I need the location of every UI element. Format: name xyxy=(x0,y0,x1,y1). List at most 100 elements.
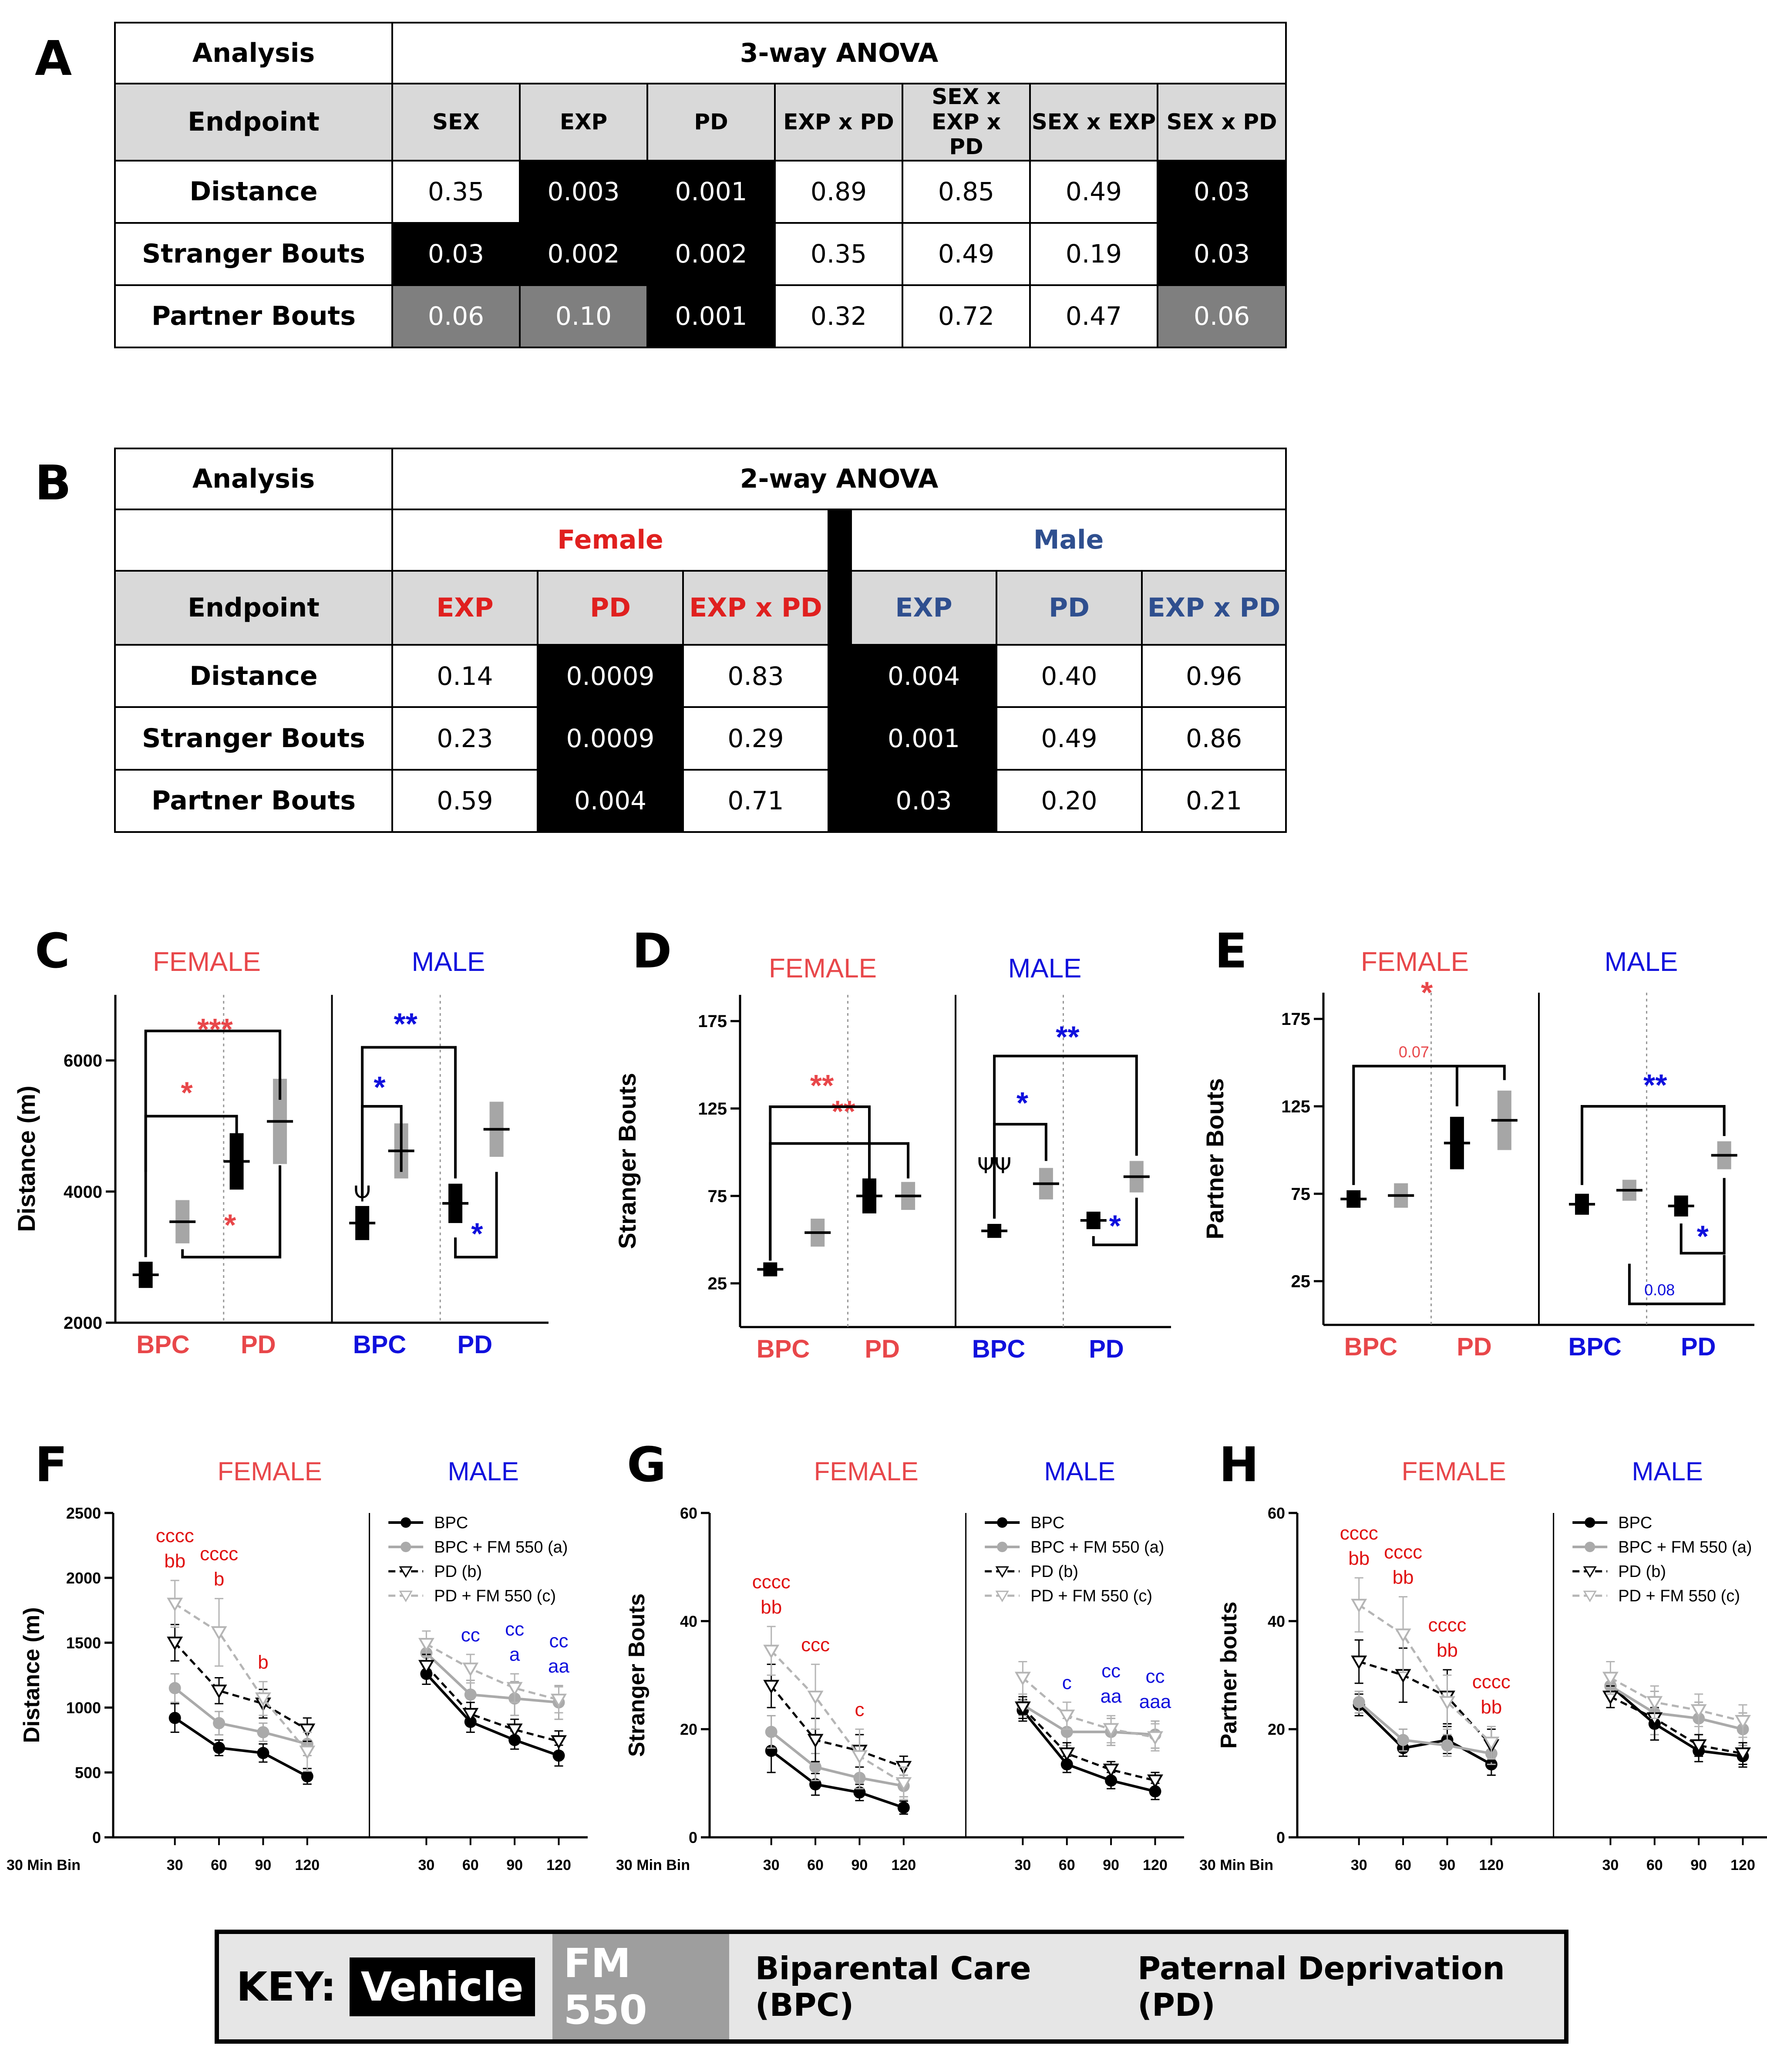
significance-label: * xyxy=(1421,976,1433,1010)
series-line-female xyxy=(174,1717,308,1778)
table-b-pvalue-cell: 0.001 xyxy=(850,706,997,771)
series-line-female xyxy=(770,1749,904,1809)
data-point xyxy=(1690,1739,1707,1753)
data-point xyxy=(462,1662,479,1677)
y-axis-label: Partner bouts xyxy=(1216,1601,1242,1749)
significance-label: * xyxy=(1697,1219,1709,1253)
significance-letters: bb xyxy=(1348,1548,1370,1569)
x-tick-label: 30 xyxy=(418,1857,434,1873)
x-category-label: PD xyxy=(458,1331,493,1359)
y-tick-label: 125 xyxy=(1281,1097,1310,1116)
data-point xyxy=(418,1637,434,1652)
table-a-pvalue-cell: 0.49 xyxy=(902,222,1031,286)
series-line-female xyxy=(1358,1704,1492,1766)
panel-label-b: B xyxy=(35,455,71,511)
table-a-pvalue-cell: 0.49 xyxy=(1029,159,1158,224)
significance-letters: cccc xyxy=(200,1543,238,1565)
legend-marker xyxy=(995,1566,1009,1578)
data-point xyxy=(1735,1715,1751,1729)
table-b-pvalue-cell: 0.83 xyxy=(682,644,829,708)
panel-label-h: H xyxy=(1219,1437,1259,1493)
data-point xyxy=(1397,1734,1410,1746)
table-b-pvalue-cell: 0.21 xyxy=(1141,768,1287,833)
legend-label: PD + FM 550 (c) xyxy=(1030,1587,1152,1605)
significance-letters: bb xyxy=(1481,1696,1502,1718)
significance-letters: cc xyxy=(461,1624,480,1646)
x-tick-label: 90 xyxy=(255,1857,272,1873)
x-category-label: BPC xyxy=(972,1335,1025,1363)
table-b-table-row: Partner Bouts 0.59 0.004 0.71 0.03 0.20 0.21 xyxy=(114,768,1287,833)
chart-title-female: FEMALE xyxy=(1402,1457,1506,1486)
data-point xyxy=(1439,1696,1455,1710)
key-bpc: Biparental Care (BPC) xyxy=(755,1950,1031,2023)
x-tick-label: 60 xyxy=(807,1857,824,1873)
y-tick-label: 20 xyxy=(1268,1721,1285,1738)
data-point xyxy=(1483,1736,1500,1751)
significance-label: ** xyxy=(1643,1068,1667,1102)
data-point xyxy=(1690,1704,1707,1718)
data-point xyxy=(851,1750,868,1764)
chart-title-male: MALE xyxy=(1632,1457,1703,1486)
chart-title-female: FEMALE xyxy=(218,1457,322,1486)
data-point xyxy=(168,1712,181,1724)
y-axis-label: Partner Bouts xyxy=(1201,1078,1228,1239)
x-tick-label: 90 xyxy=(852,1857,868,1873)
key-legend: KEY: Vehicle FM 550 Biparental Care (BPC… xyxy=(215,1930,1568,2044)
legend-marker xyxy=(1585,1542,1595,1552)
legend-marker xyxy=(399,1590,413,1602)
table-a-pvalue-cell: 0.35 xyxy=(774,222,903,286)
significance-letters: cccc xyxy=(1384,1541,1422,1563)
data-point xyxy=(552,1749,565,1762)
data-point xyxy=(551,1694,567,1708)
y-tick-label: 2500 xyxy=(66,1504,101,1522)
x-tick-label: 30 xyxy=(1014,1857,1031,1873)
table-b-male-header: Male xyxy=(850,509,1287,572)
table-a-col-header: EXP xyxy=(519,83,648,162)
data-point xyxy=(1646,1696,1663,1710)
x-tick-label: 30 xyxy=(1602,1857,1619,1873)
table-a-row-label: Distance xyxy=(114,159,393,224)
significance-bracket xyxy=(769,1142,910,1261)
series-line-male xyxy=(1610,1677,1743,1722)
table-a-row-label: Stranger Bouts xyxy=(114,222,393,286)
table-a-pvalue-cell: 0.32 xyxy=(774,284,903,348)
chart-title-male: MALE xyxy=(1008,953,1082,984)
y-tick-label: 175 xyxy=(698,1012,727,1031)
y-axis-label: Distance (m) xyxy=(19,1607,44,1743)
significance-bracket xyxy=(993,1055,1138,1219)
significance-letters: bb xyxy=(761,1597,782,1618)
table-a-pvalue-cell: 0.03 xyxy=(391,222,521,286)
significance-label: 0.08 xyxy=(1644,1281,1675,1299)
psi-symbol: ΨΨ xyxy=(977,1153,1012,1179)
table-a-pvalue-cell: 0.03 xyxy=(1156,222,1287,286)
data-point xyxy=(464,1688,477,1701)
significance-letters: bb xyxy=(1437,1640,1458,1661)
significance-letters: ccc xyxy=(801,1634,830,1656)
chart-title-male: MALE xyxy=(1044,1457,1115,1486)
significance-label: * xyxy=(181,1076,193,1110)
table-b-separator xyxy=(828,768,852,833)
y-tick-label: 40 xyxy=(1268,1612,1285,1630)
table-a-col-header: SEX x EXP x PD xyxy=(902,83,1031,162)
y-tick-label: 0 xyxy=(92,1829,101,1846)
significance-letters: cc xyxy=(1101,1661,1121,1682)
table-a-col-header: SEX x PD xyxy=(1156,83,1287,162)
table-b-pvalue-cell: 0.03 xyxy=(850,768,997,833)
significance-label: * xyxy=(374,1070,386,1104)
table-a-pvalue-cell: 0.10 xyxy=(519,284,648,348)
chart-title-female: FEMALE xyxy=(153,947,261,977)
table-b-pvalue-cell: 0.71 xyxy=(682,768,829,833)
table-a-row-label: Partner Bouts xyxy=(114,284,393,348)
data-point xyxy=(211,1685,227,1699)
y-tick-label: 0 xyxy=(689,1829,697,1846)
table-b-pvalue-cell: 0.40 xyxy=(996,644,1143,708)
x-tick-label: 90 xyxy=(1439,1857,1456,1873)
legend-label: BPC xyxy=(1618,1514,1652,1532)
table-a-table-row: Distance 0.35 0.003 0.001 0.89 0.85 0.49 0.03 xyxy=(114,159,1287,224)
data-point xyxy=(1059,1709,1075,1724)
table-b-blank-cell xyxy=(114,509,393,572)
legend-label: PD + FM 550 (c) xyxy=(1618,1587,1740,1605)
x-tick-label: 30 xyxy=(1351,1857,1367,1873)
x-axis-label: 30 Min Bin xyxy=(1199,1857,1273,1873)
x-category-label: BPC xyxy=(1568,1333,1621,1361)
